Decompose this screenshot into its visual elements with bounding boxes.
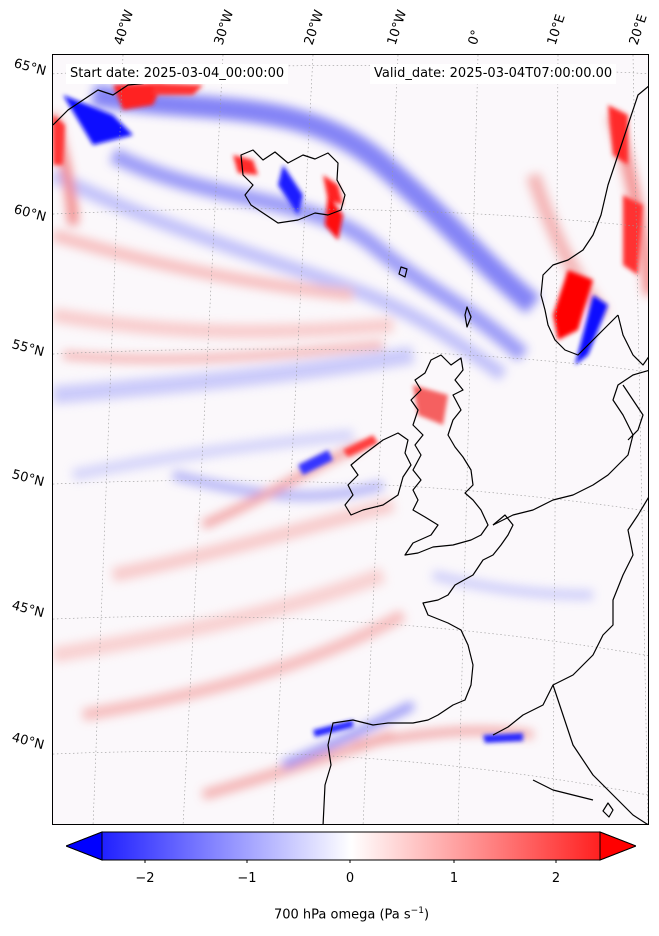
great-britain-coast (404, 354, 489, 556)
colorbar-gradient (66, 831, 636, 861)
lat-label-40n: 40°N (10, 730, 46, 754)
ireland-coast (344, 432, 412, 516)
omega-field-extremes (53, 83, 643, 743)
start-date-label: Start date: 2025-03-04_00:00:00 (66, 64, 289, 84)
lat-label-60n: 60°N (12, 202, 48, 226)
colorbar-label-text: 700 hPa omega (Pa s (273, 907, 411, 923)
norway-coast (540, 85, 648, 356)
lon-label-10w: 10°W (384, 8, 411, 47)
lon-label-20e: 20°E (626, 12, 651, 48)
lat-label-55n: 55°N (10, 337, 46, 361)
lat-label-45n: 45°N (10, 598, 46, 622)
lat-label-50n: 50°N (10, 467, 46, 491)
map-panel (52, 54, 649, 825)
lon-label-20w: 20°W (301, 8, 328, 47)
lon-label-30w: 30°W (211, 8, 238, 47)
omega-field-streaks (53, 84, 648, 800)
valid-date-label: Valid_date: 2025-03-04T07:00:00.00 (370, 64, 617, 84)
lon-label-0: 0° (465, 28, 485, 47)
iceland-coast (240, 149, 346, 224)
omega-field-map (53, 55, 648, 824)
omega-colorbar (66, 831, 636, 863)
lat-label-65n: 65°N (12, 56, 48, 80)
colorbar-tick-2: 2 (551, 871, 561, 886)
colorbar-label-close: ) (423, 907, 430, 923)
colorbar-tick-neg2: −2 (135, 871, 155, 886)
colorbar-low-extend (66, 831, 103, 861)
colorbar-high-extend (599, 831, 636, 861)
lon-label-40w: 40°W (111, 8, 138, 47)
graticule (53, 55, 648, 824)
colorbar-tick-neg1: −1 (237, 871, 257, 886)
colorbar-tick-1: 1 (449, 871, 459, 886)
colorbar-label: 700 hPa omega (Pa s−1) (0, 906, 659, 922)
continental-europe-coast (322, 514, 514, 824)
colorbar-tick-0: 0 (345, 871, 355, 886)
lon-label-10e: 10°E (544, 12, 569, 48)
colorbar-label-exponent: −1 (410, 906, 424, 916)
